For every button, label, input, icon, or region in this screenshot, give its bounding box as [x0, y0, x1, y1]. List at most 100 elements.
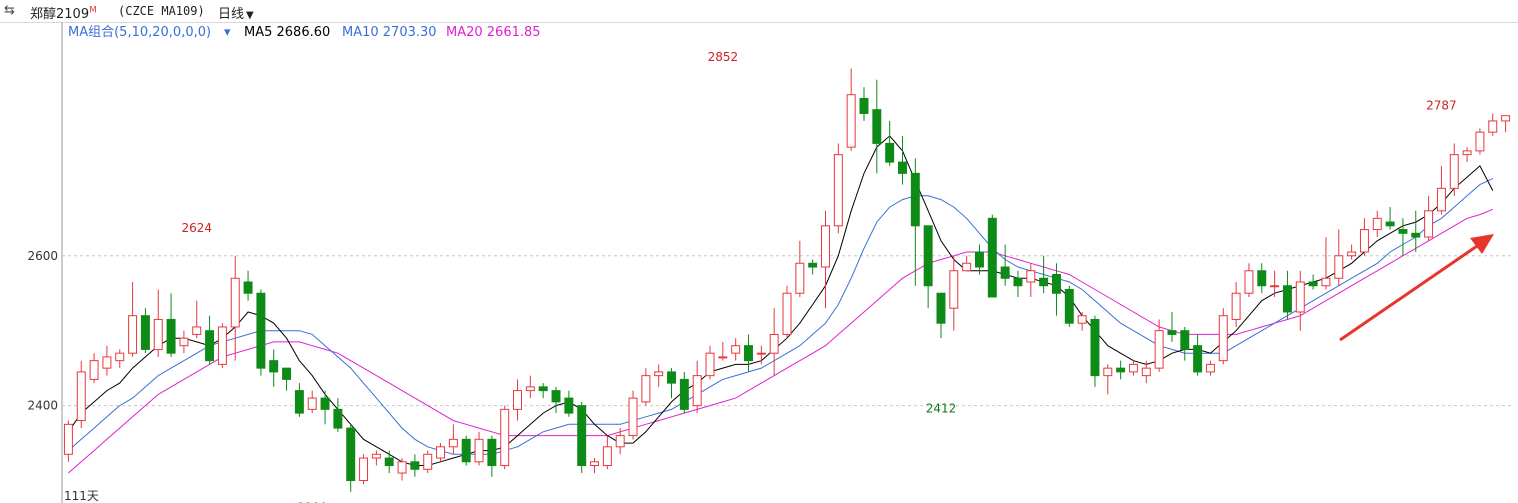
- candle: [769, 308, 779, 376]
- candle: [1270, 270, 1280, 297]
- candle: [1128, 360, 1138, 376]
- red-arrow-annotation: [1339, 234, 1494, 342]
- candle: [859, 87, 869, 121]
- candle-body: [1398, 229, 1408, 234]
- candle-body: [448, 438, 458, 448]
- candle-body: [679, 378, 689, 410]
- candlestick-chart[interactable]: 2600 2400 111天 2624 2280 2852 2412 2787 MA组合(5…: [0, 22, 1518, 503]
- ma-group-chevron-icon[interactable]: ▾: [224, 25, 231, 40]
- candle: [140, 308, 150, 354]
- candle-body: [243, 281, 253, 294]
- period-label: 日线: [218, 7, 245, 22]
- candle-body: [551, 390, 561, 403]
- candle-body: [936, 292, 946, 324]
- candle: [487, 435, 497, 477]
- candle-body: [872, 109, 882, 144]
- candle-body: [1449, 154, 1459, 189]
- candle: [898, 135, 907, 185]
- candle-body: [692, 375, 702, 407]
- candle: [153, 289, 163, 357]
- extreme-value-label: 2852: [708, 50, 739, 64]
- candle-body: [461, 438, 471, 463]
- candle-body: [115, 352, 125, 362]
- candle: [872, 79, 882, 174]
- candle-body: [1244, 270, 1254, 294]
- candle-body: [153, 318, 163, 350]
- candle-body: [641, 375, 651, 403]
- extreme-value-label: 2412: [926, 402, 957, 416]
- candle-body: [230, 277, 240, 328]
- candle-body: [1154, 330, 1164, 369]
- candle: [128, 281, 138, 357]
- candle: [756, 345, 766, 365]
- candle-body: [1436, 187, 1446, 212]
- candle-body: [1295, 281, 1305, 313]
- candle: [500, 405, 510, 470]
- candle-body: [1180, 330, 1190, 350]
- symbol-name[interactable]: 郑醇2109M: [30, 3, 97, 22]
- period-selector[interactable]: 日线 ▼: [218, 3, 254, 22]
- candle-body: [782, 292, 792, 335]
- candle: [782, 285, 792, 339]
- candle-body: [307, 397, 317, 410]
- candle-body: [1372, 217, 1382, 231]
- candle: [987, 214, 997, 298]
- candle-body: [1462, 150, 1472, 156]
- candle: [256, 289, 266, 376]
- candle-body: [1424, 210, 1434, 238]
- candle: [179, 330, 189, 354]
- candle-body: [359, 457, 369, 482]
- ma10-legend: MA10 2703.30: [342, 25, 437, 40]
- ma-group-label[interactable]: MA组合(5,10,20,0,0,0): [68, 25, 211, 40]
- candle-body: [859, 97, 869, 114]
- candle-body: [949, 270, 959, 309]
- candle: [1039, 255, 1049, 294]
- extreme-value-label: 2787: [1426, 99, 1457, 113]
- contract-code: (CZCE MA109): [118, 4, 205, 18]
- ma10-line: [68, 178, 1494, 455]
- candle: [564, 390, 574, 417]
- candle-body: [346, 427, 356, 482]
- candle: [1154, 319, 1164, 372]
- candle-body: [474, 438, 484, 463]
- candle-body: [192, 326, 202, 335]
- candle: [513, 379, 523, 421]
- candle: [1231, 281, 1241, 327]
- candle: [1449, 143, 1459, 196]
- link-chain-icon[interactable]: ⇆: [4, 3, 15, 18]
- candle: [359, 454, 369, 485]
- candle-body: [808, 262, 818, 268]
- ma5-line: [67, 135, 1494, 466]
- candle: [808, 259, 818, 275]
- ma5-legend: MA5 2686.60: [244, 25, 330, 40]
- candle: [1180, 326, 1190, 361]
- candle: [538, 383, 548, 399]
- candle-body: [397, 461, 407, 474]
- candle-body: [1128, 363, 1138, 373]
- candle-body: [102, 356, 112, 369]
- candle: [205, 315, 215, 365]
- candle: [63, 420, 73, 462]
- candle: [1347, 244, 1357, 260]
- candle-body: [436, 446, 446, 459]
- candle-body: [1090, 318, 1100, 377]
- candle: [346, 424, 356, 492]
- candle-body: [1167, 330, 1177, 335]
- extreme-value-label: 2280: [297, 501, 328, 503]
- candle-body: [1270, 285, 1280, 288]
- candle: [975, 244, 984, 275]
- candle-body: [76, 371, 86, 422]
- candle: [1026, 263, 1036, 297]
- candle: [1077, 311, 1087, 331]
- candle-body: [910, 172, 920, 227]
- candle-body: [1257, 270, 1267, 287]
- candle-body: [1077, 315, 1087, 324]
- candle: [1000, 244, 1010, 286]
- y-tick-label: 2400: [27, 399, 58, 413]
- candle: [1295, 270, 1305, 331]
- candle: [705, 345, 715, 380]
- arrow-head: [1470, 234, 1494, 254]
- candle: [833, 143, 843, 234]
- candle-body: [602, 446, 612, 467]
- candle: [282, 367, 292, 391]
